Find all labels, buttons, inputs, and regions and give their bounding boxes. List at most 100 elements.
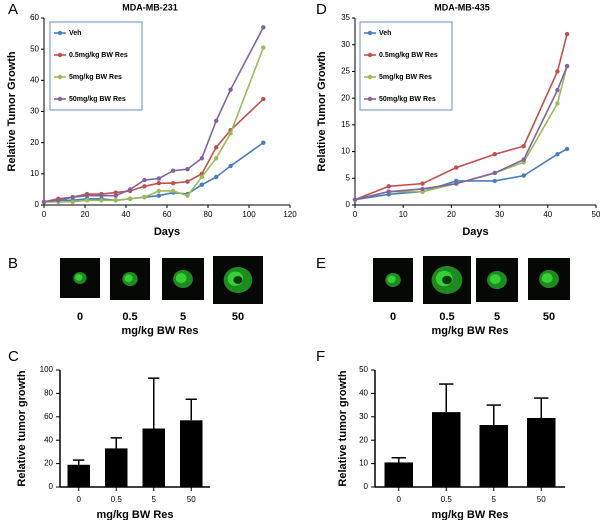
legend-marker [367, 30, 373, 36]
y-tick-label: 35 [341, 13, 350, 22]
x-tick-label: 60 [163, 210, 172, 219]
x-tick-label: 0 [397, 495, 402, 504]
point [261, 25, 266, 30]
point [214, 145, 219, 150]
y-tick-label: 20 [341, 93, 350, 102]
panel-label: C [8, 348, 19, 365]
bar [180, 420, 203, 487]
y-tick-label: 0 [49, 482, 54, 491]
x-axis-label: Days [462, 226, 488, 238]
y-tick-label: 10 [341, 147, 350, 156]
y-axis-label: Relative tumor growth [337, 370, 349, 486]
dose-label: 0 [390, 311, 396, 323]
point [142, 184, 147, 189]
point [185, 166, 190, 172]
point [214, 118, 219, 124]
y-tick-label: 0 [364, 482, 369, 491]
y-tick-label: 5 [346, 173, 351, 182]
y-tick-label: 30 [341, 40, 350, 49]
point [199, 156, 205, 161]
cell-core [489, 274, 501, 285]
x-axis-label: mg/kg BW Res [96, 509, 173, 520]
legend-label: Veh [379, 30, 391, 37]
point [156, 193, 161, 198]
point [170, 168, 176, 173]
point [564, 63, 570, 69]
bar [479, 424, 508, 487]
y-tick-label: 10 [30, 169, 39, 178]
point [41, 199, 47, 205]
point [420, 186, 425, 192]
point [142, 177, 147, 183]
point [113, 190, 118, 195]
point [228, 131, 233, 136]
point [555, 69, 560, 74]
point [70, 199, 75, 205]
point [199, 182, 205, 187]
legend-marker [367, 52, 373, 58]
legend-marker [57, 30, 63, 36]
x-tick-label: 20 [81, 210, 90, 219]
panel-label: F [316, 348, 325, 365]
legend-box [49, 21, 143, 111]
legend-box [359, 21, 453, 111]
point [84, 198, 90, 203]
point [170, 180, 176, 186]
y-tick-label: 40 [30, 75, 39, 84]
x-tick-label: 0 [42, 210, 47, 219]
point [84, 193, 90, 198]
x-tick-label: 30 [495, 210, 504, 219]
x-tick-label: 0 [353, 210, 358, 219]
point [492, 152, 497, 157]
y-tick-label: 100 [40, 365, 54, 374]
dose-label: 5 [180, 311, 186, 323]
image-caption: mg/kg BW Res [431, 325, 508, 337]
point [352, 197, 358, 202]
point [99, 193, 104, 198]
x-tick-label: 0.5 [441, 495, 453, 504]
image-caption: mg/kg BW Res [121, 325, 198, 337]
point [127, 196, 133, 201]
point [564, 31, 570, 37]
point [156, 176, 161, 181]
point [185, 179, 190, 184]
point [261, 45, 266, 50]
x-tick-label: 100 [242, 210, 256, 219]
legend-label: 50mg/kg BW Res [379, 96, 436, 103]
y-tick-label: 40 [359, 389, 368, 398]
point [156, 180, 161, 186]
y-tick-label: 30 [30, 107, 39, 116]
point [156, 188, 161, 194]
x-tick-label: 120 [283, 210, 297, 219]
point [214, 174, 219, 180]
x-tick-label: 40 [543, 210, 552, 219]
cell-core [541, 273, 553, 284]
point [386, 189, 391, 194]
y-tick-label: 25 [341, 67, 350, 76]
cell-lumen [442, 275, 452, 285]
y-tick-label: 60 [30, 13, 39, 22]
y-tick-label: 30 [359, 412, 368, 421]
bar [67, 464, 90, 487]
bar [105, 448, 128, 487]
x-tick-label: 50 [187, 495, 196, 504]
point [454, 165, 459, 170]
cell-lumen [233, 276, 243, 284]
point [214, 156, 219, 161]
y-tick-label: 50 [30, 44, 39, 53]
panel-label: D [316, 1, 327, 18]
legend-label: 5mg/kg BW Res [379, 74, 432, 81]
point [228, 163, 233, 169]
y-tick-label: 0 [346, 200, 351, 209]
legend-marker [57, 96, 63, 102]
y-axis-label: Relative tumor growth [16, 370, 28, 486]
x-tick-label: 0.5 [111, 495, 123, 504]
x-axis-label: mg/kg BW Res [431, 509, 508, 520]
legend-label: Veh [69, 30, 81, 37]
y-tick-label: 20 [30, 138, 39, 147]
cell-core [387, 275, 396, 284]
chart-title: MDA-MB-231 [122, 2, 178, 12]
point [199, 174, 205, 180]
x-tick-label: 80 [204, 210, 213, 219]
